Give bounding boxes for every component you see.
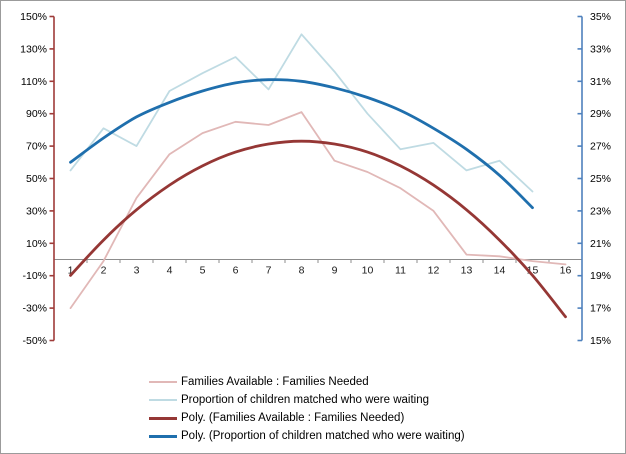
left-axis-tick-label: 90% [26, 108, 47, 120]
x-axis-tick-label: 12 [428, 265, 440, 277]
left-axis-tick-label: 110% [21, 76, 47, 88]
legend-item-poly-families-ratio: Poly. (Families Available : Families Nee… [149, 409, 465, 427]
chart-legend: Families Available : Families Needed Prop… [149, 373, 465, 445]
right-axis-tick-label: 35% [590, 11, 611, 23]
left-axis-tick-label: 150% [20, 11, 47, 23]
left-axis-tick-label: -50% [22, 335, 47, 347]
legend-label: Poly. (Families Available : Families Nee… [181, 412, 405, 424]
series-line-poly-families-ratio [69, 139, 567, 319]
x-axis-tick-label: 2 [101, 265, 107, 277]
legend-item-poly-proportion-waiting: Poly. (Proportion of children matched wh… [149, 427, 465, 445]
left-axis-tick-label: -30% [22, 303, 47, 315]
series-line-poly-proportion-waiting [69, 78, 534, 210]
legend-swatch-proportion-waiting [149, 398, 177, 402]
legend-label: Proportion of children matched who were … [181, 394, 430, 406]
x-axis-tick-label: 5 [200, 265, 206, 277]
series-line-families-ratio [69, 111, 567, 310]
right-axis-tick-label: 25% [590, 173, 611, 185]
x-axis-tick-label: 16 [560, 265, 572, 277]
left-axis-tick-label: 50% [26, 173, 47, 185]
series-line-proportion-waiting [69, 33, 534, 193]
right-axis-tick-label: 15% [590, 335, 611, 347]
legend-label: Families Available : Families Needed [181, 376, 369, 388]
left-axis-tick-label: -10% [22, 270, 47, 282]
x-axis-tick-label: 9 [332, 265, 338, 277]
right-axis-tick-label: 27% [590, 141, 611, 153]
x-axis-tick-label: 4 [167, 265, 173, 277]
legend-label: Poly. (Proportion of children matched wh… [181, 430, 465, 442]
left-axis-tick-label: 130% [20, 43, 47, 55]
x-axis-tick-label: 10 [362, 265, 374, 277]
x-axis-tick-label: 14 [494, 265, 506, 277]
x-axis-tick-label: 15 [527, 265, 539, 277]
legend-item-proportion-waiting: Proportion of children matched who were … [149, 391, 465, 409]
right-axis-tick-label: 31% [590, 76, 611, 88]
x-axis-tick-label: 3 [134, 265, 140, 277]
right-axis-tick-label: 23% [590, 205, 611, 217]
legend-swatch-families-ratio [149, 380, 177, 384]
x-axis-tick-label: 13 [461, 265, 473, 277]
legend-swatch-poly-families-ratio [149, 416, 177, 420]
x-axis-tick-label: 1 [68, 265, 74, 277]
right-axis-tick-label: 19% [590, 270, 611, 282]
left-axis-tick-label: 10% [26, 238, 47, 250]
legend-swatch-poly-proportion-waiting [149, 434, 177, 438]
x-axis-tick-label: 7 [266, 265, 272, 277]
right-axis-tick-label: 21% [590, 238, 611, 250]
right-axis-tick-label: 17% [590, 303, 611, 315]
x-axis-tick-label: 8 [299, 265, 305, 277]
x-axis-tick-label: 11 [395, 265, 406, 277]
legend-item-families-ratio: Families Available : Families Needed [149, 373, 465, 391]
x-axis-tick-label: 6 [233, 265, 239, 277]
right-axis-tick-label: 29% [590, 108, 611, 120]
left-axis-tick-label: 30% [26, 205, 47, 217]
left-axis-tick-label: 70% [26, 141, 47, 153]
right-axis-tick-label: 33% [590, 43, 611, 55]
